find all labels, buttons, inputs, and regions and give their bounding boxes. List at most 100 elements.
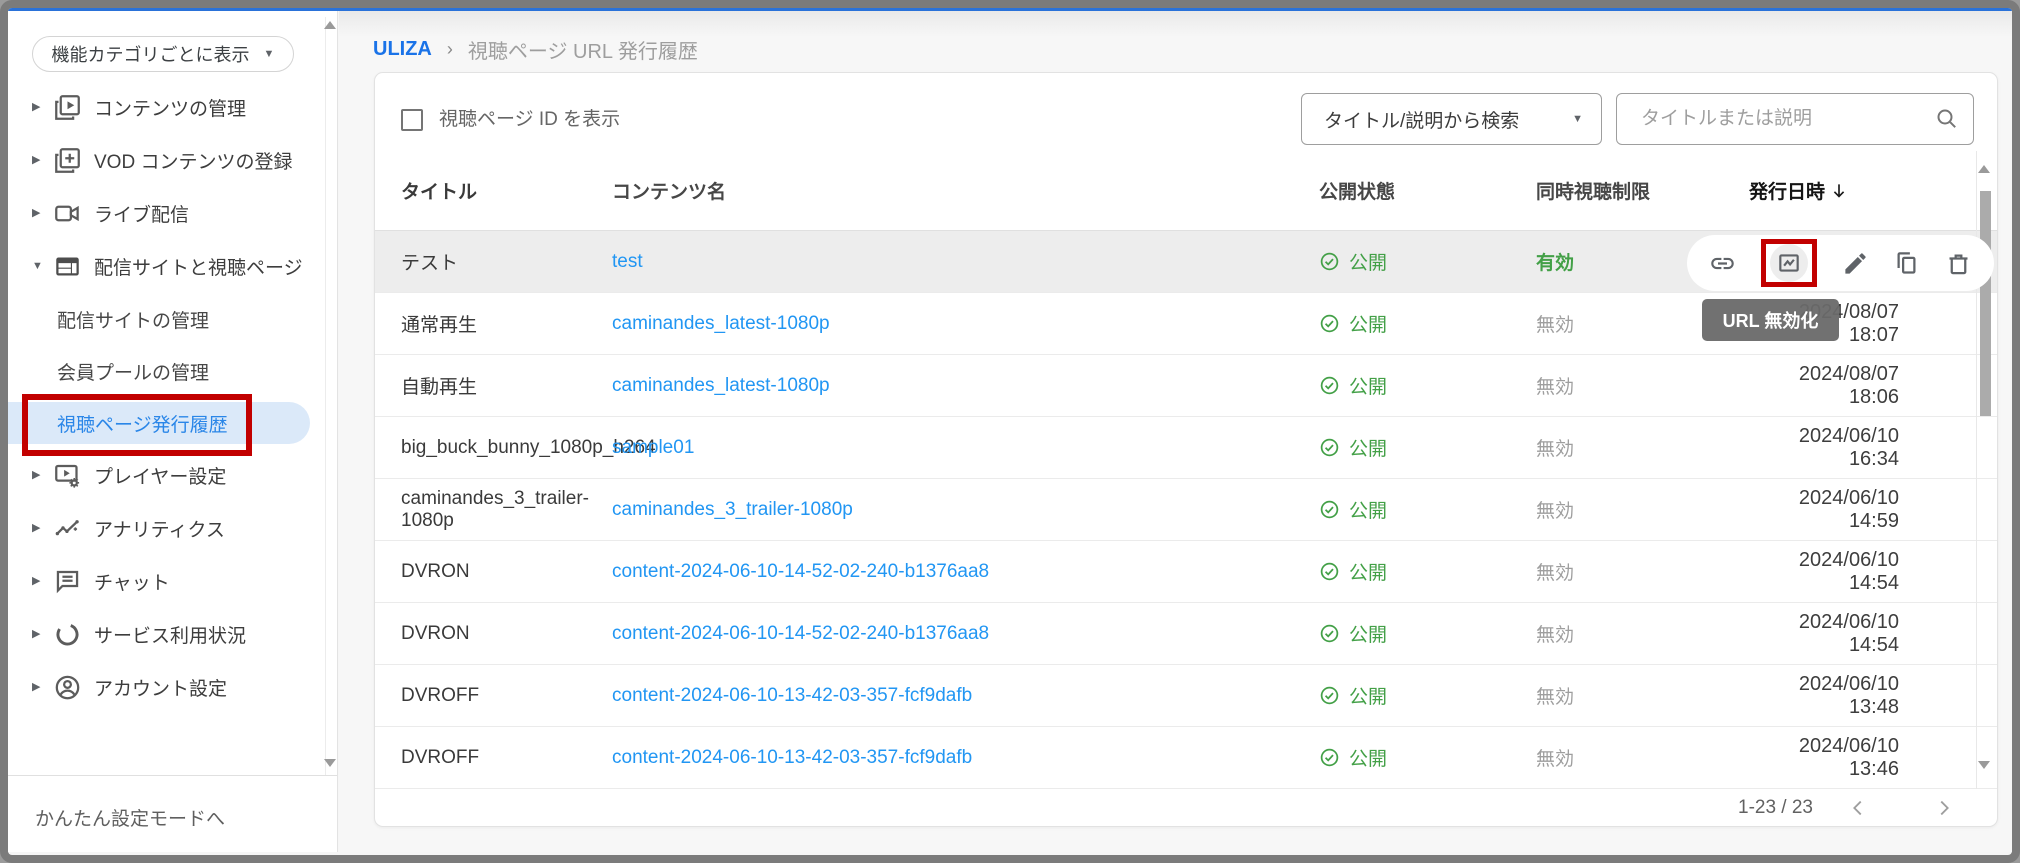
- caret-right-icon: ▶: [32, 101, 41, 113]
- restriction-value: 無効: [1536, 439, 1575, 460]
- category-mode-button[interactable]: 機能カテゴリごとに表示 ▼: [32, 36, 294, 72]
- breadcrumb-separator-icon: ›: [446, 39, 453, 59]
- cell-title: 通常再生: [401, 315, 478, 336]
- status-badge: 公開: [1319, 620, 1536, 647]
- content-link[interactable]: test: [612, 250, 643, 272]
- search-icon[interactable]: [1935, 107, 1959, 131]
- top-accent-line: [8, 8, 2012, 11]
- delete-button[interactable]: [1945, 250, 1972, 277]
- issued-date: 2024/06/10 14:54: [1798, 548, 1899, 594]
- cell-title: caminandes_3_trailer-1080p: [401, 487, 589, 531]
- content-link[interactable]: content-2024-06-10-14-52-02-240-b1376aa8: [612, 560, 990, 582]
- table-scrollbar-track[interactable]: [1976, 151, 1977, 789]
- table-scrollbar-thumb[interactable]: [1980, 191, 1991, 416]
- sidebar-item-label: VOD コンテンツの登録: [94, 152, 293, 173]
- sidebar-item-label: プレイヤー設定: [94, 467, 227, 488]
- header-restriction[interactable]: 同時視聴制限: [1536, 182, 1651, 203]
- breadcrumb-root-link[interactable]: ULIZA: [373, 38, 432, 60]
- show-id-checkbox[interactable]: [401, 109, 423, 131]
- sidebar-subitem-page-history-active[interactable]: 視聴ページ発行履歴: [8, 397, 325, 449]
- status-badge: 公開: [1319, 496, 1536, 523]
- sidebar-item-live[interactable]: ▶ ライブ配信: [8, 187, 325, 240]
- videocam-icon: [55, 205, 79, 222]
- table-row[interactable]: big_buck_bunny_1080p_h264 sample01 公開 無効…: [375, 417, 1997, 479]
- sidebar-scroll-up-arrow[interactable]: [324, 21, 336, 29]
- content-link[interactable]: caminandes_latest-1080p: [612, 374, 830, 396]
- filter-select[interactable]: タイトル/説明から検索 ▼: [1301, 93, 1602, 145]
- history-card: 視聴ページ ID を表示 タイトル/説明から検索 ▼ タイトル コンテンツ名 公…: [374, 72, 1998, 827]
- check-circle-icon: [1320, 252, 1339, 271]
- sidebar-item-label: 配信サイトと視聴ページ: [94, 258, 303, 279]
- cell-title: DVRON: [401, 560, 470, 582]
- cell-title: DVRON: [401, 622, 470, 644]
- header-title[interactable]: タイトル: [401, 182, 478, 203]
- chevron-left-icon: [1853, 800, 1862, 816]
- issued-date: 2024/06/10 13:46: [1798, 734, 1899, 780]
- sidebar-item-contents-management[interactable]: ▶ コンテンツの管理: [8, 81, 325, 134]
- table-row[interactable]: DVRON content-2024-06-10-14-52-02-240-b1…: [375, 603, 1997, 665]
- restriction-value: 無効: [1536, 625, 1575, 646]
- pagination-next-button[interactable]: [1931, 795, 1957, 821]
- url-invalidate-button[interactable]: [1769, 244, 1808, 282]
- duplicate-button[interactable]: [1893, 250, 1920, 277]
- content-link[interactable]: content-2024-06-10-13-42-03-357-fcf9dafb: [612, 746, 973, 768]
- caret-right-icon: ▶: [32, 681, 41, 693]
- caret-right-icon: ▶: [32, 469, 41, 481]
- content-link[interactable]: content-2024-06-10-14-52-02-240-b1376aa8: [612, 622, 990, 644]
- copy-url-button[interactable]: [1709, 250, 1736, 277]
- table-row[interactable]: 自動再生 caminandes_latest-1080p 公開 無効 2024/…: [375, 355, 1997, 417]
- player-settings-icon: [55, 464, 80, 488]
- restriction-value: 無効: [1536, 377, 1575, 398]
- sidebar-item-label: チャット: [94, 573, 170, 594]
- restriction-value: 無効: [1536, 315, 1575, 336]
- edit-button[interactable]: [1842, 250, 1869, 277]
- link-icon: [1711, 257, 1734, 269]
- issued-date: 2024/06/10 14:59: [1798, 486, 1899, 532]
- caret-right-icon: ▶: [32, 207, 41, 219]
- sidebar-subitem-site-management[interactable]: 配信サイトの管理: [8, 293, 325, 345]
- chat-icon: [56, 570, 79, 594]
- sidebar-item-service-usage[interactable]: ▶ サービス利用状況: [8, 608, 325, 661]
- cell-title: big_buck_bunny_1080p_h264: [401, 436, 656, 458]
- easy-mode-link[interactable]: かんたん設定モードへ: [35, 809, 226, 830]
- content-link[interactable]: content-2024-06-10-13-42-03-357-fcf9dafb: [612, 684, 973, 706]
- content-link[interactable]: caminandes_latest-1080p: [612, 312, 830, 334]
- sidebar-footer-divider: [8, 775, 337, 776]
- issued-date: 2024/08/07 18:06: [1798, 362, 1899, 408]
- status-badge: 公開: [1319, 558, 1536, 585]
- status-badge: 公開: [1319, 248, 1536, 275]
- header-issued-sorted[interactable]: 発行日時: [1749, 177, 1999, 204]
- sidebar-item-sites-pages[interactable]: ▼ 配信サイトと視聴ページ: [8, 240, 325, 293]
- sidebar-item-account-settings[interactable]: ▶ アカウント設定: [8, 661, 325, 714]
- sidebar-item-player-settings[interactable]: ▶ プレイヤー設定: [8, 449, 325, 502]
- sidebar-item-label: ライブ配信: [94, 205, 190, 226]
- cell-title: DVROFF: [401, 684, 480, 706]
- sidebar-item-chat[interactable]: ▶ チャット: [8, 555, 325, 608]
- restriction-value: 無効: [1536, 501, 1575, 522]
- sidebar-scroll-down-arrow[interactable]: [324, 759, 336, 767]
- table-scroll-down-arrow[interactable]: [1978, 761, 1990, 769]
- sidebar-scrollbar-track[interactable]: [325, 17, 326, 775]
- sidebar-item-analytics[interactable]: ▶ アナリティクス: [8, 502, 325, 555]
- sidebar-item-vod-register[interactable]: ▶ VOD コンテンツの登録: [8, 134, 325, 187]
- table-row[interactable]: DVROFF content-2024-06-10-13-42-03-357-f…: [375, 665, 1997, 727]
- content-link[interactable]: caminandes_3_trailer-1080p: [612, 498, 853, 520]
- header-content[interactable]: コンテンツ名: [612, 182, 727, 203]
- status-badge: 公開: [1319, 682, 1536, 709]
- caret-down-icon: ▼: [1572, 112, 1583, 125]
- pagination-prev-button[interactable]: [1845, 795, 1871, 821]
- content-link[interactable]: sample01: [612, 436, 695, 458]
- url-invalidate-icon: [1779, 254, 1799, 272]
- table-row[interactable]: DVRON content-2024-06-10-14-52-02-240-b1…: [375, 541, 1997, 603]
- pagination-bar: 1-23 / 23: [375, 789, 1997, 827]
- caret-right-icon: ▶: [32, 522, 41, 534]
- cell-title: 自動再生: [401, 377, 478, 398]
- sidebar-subitem-member-pool[interactable]: 会員プールの管理: [8, 345, 325, 397]
- table-row[interactable]: DVROFF content-2024-06-10-13-42-03-357-f…: [375, 727, 1997, 789]
- search-input[interactable]: [1639, 107, 1935, 131]
- check-circle-icon: [1320, 314, 1339, 333]
- table-row[interactable]: caminandes_3_trailer-1080p caminandes_3_…: [375, 479, 1997, 541]
- table-scroll-up-arrow[interactable]: [1978, 165, 1990, 173]
- restriction-value: 無効: [1536, 563, 1575, 584]
- header-status[interactable]: 公開状態: [1319, 182, 1396, 203]
